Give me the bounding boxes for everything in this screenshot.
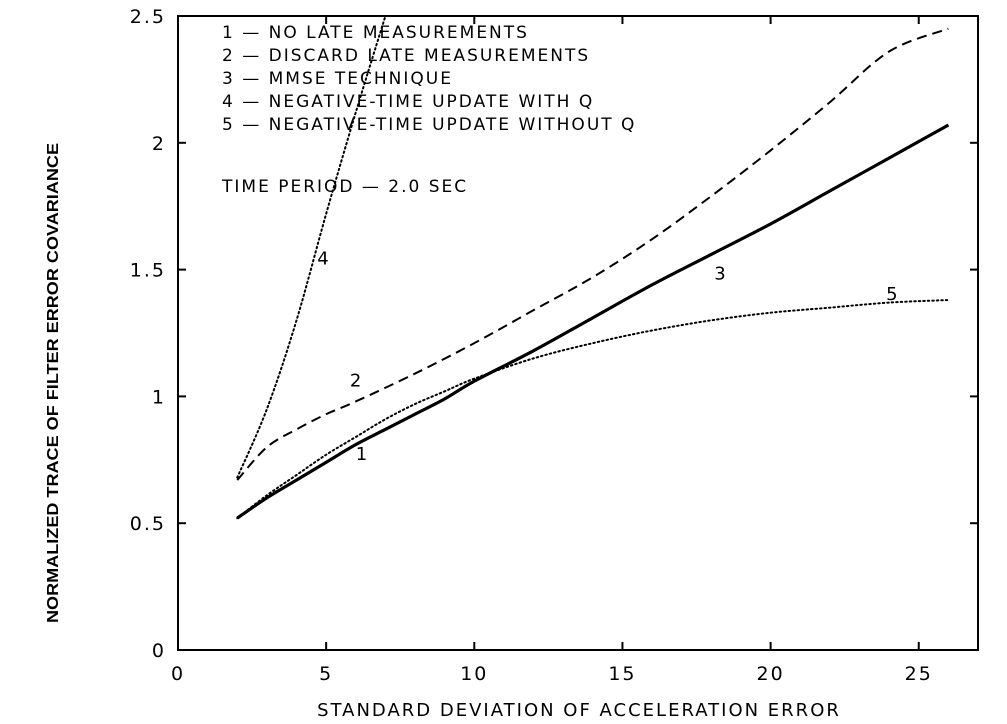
x-tick-label: 20 [756, 663, 784, 685]
series-2-line [236, 27, 949, 481]
curve-label-3: 3 [714, 264, 725, 285]
legend-entry-1: 1 — NO LATE MEASUREMENTS [222, 23, 529, 43]
y-tick-label: 1 [152, 386, 166, 408]
x-tick-label: 25 [905, 663, 933, 685]
curve-label-2: 2 [350, 370, 361, 391]
curve-label-4: 4 [317, 249, 328, 270]
x-tick-label: 10 [460, 663, 488, 685]
plot-frame [177, 15, 979, 651]
x-tick-label: 0 [171, 663, 185, 685]
y-tick-label: 0.5 [130, 513, 166, 535]
curve-label-1: 1 [356, 444, 367, 465]
legend: 1 — NO LATE MEASUREMENTS 2 — DISCARD LATE… [222, 23, 636, 135]
y-axis-title: NORMALIZED TRACE OF FILTER ERROR COVARIA… [45, 143, 62, 623]
y-tick-label: 2 [152, 133, 166, 155]
series-layer [236, 15, 950, 520]
curve-label-5: 5 [886, 284, 897, 305]
y-tick-label: 2.5 [130, 6, 166, 28]
legend-entry-3: 3 — MMSE TECHNIQUE [222, 69, 453, 89]
series-3-line [236, 123, 950, 520]
y-tick-label: 1.5 [130, 260, 166, 282]
series-4-line [236, 15, 387, 479]
y-tick-label: 0 [152, 640, 166, 662]
curve-labels: 1 2 3 4 5 [317, 249, 897, 465]
legend-entry-2: 2 — DISCARD LATE MEASUREMENTS [222, 46, 590, 66]
legend-entry-5: 5 — NEGATIVE-TIME UPDATE WITHOUT Q [222, 115, 636, 135]
legend-entry-4: 4 — NEGATIVE-TIME UPDATE WITH Q [222, 92, 594, 112]
time-period-annotation: TIME PERIOD — 2.0 SEC [221, 177, 468, 197]
x-axis-title: STANDARD DEVIATION OF ACCELERATION ERROR [317, 700, 841, 721]
series-5-line [236, 299, 950, 520]
x-tick-label: 5 [319, 663, 333, 685]
x-tick-label: 15 [608, 663, 636, 685]
plot-area [177, 15, 979, 651]
